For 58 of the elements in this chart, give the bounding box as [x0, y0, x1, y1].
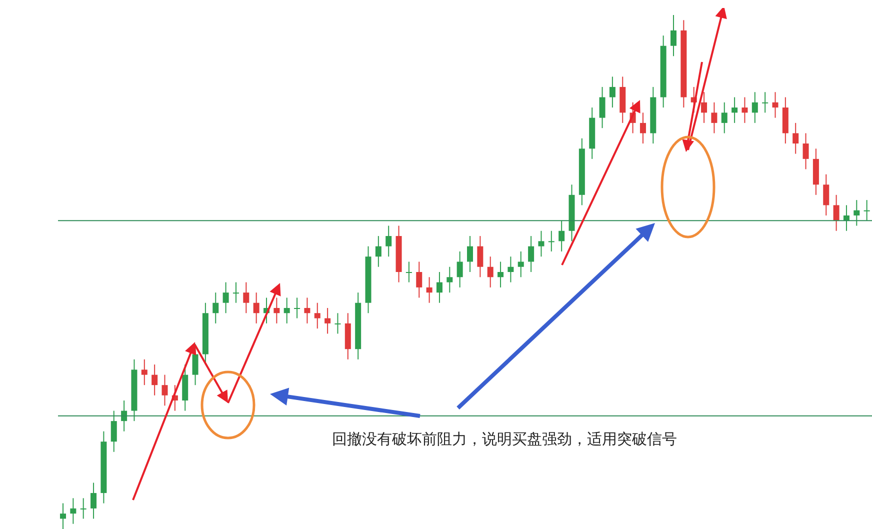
candlestick [294, 297, 300, 319]
candlestick [802, 132, 809, 170]
candlestick [508, 256, 514, 283]
candlestick [274, 297, 280, 324]
candlestick [446, 266, 453, 294]
candlestick [314, 302, 320, 330]
candlestick [752, 92, 758, 124]
candlestick [711, 102, 718, 134]
candlestick [141, 358, 148, 386]
candlestick [232, 282, 239, 304]
candlestick [375, 236, 382, 268]
candlestick [823, 174, 830, 216]
candlestick [222, 282, 229, 314]
candlestick [742, 96, 748, 124]
candlestick [487, 256, 494, 288]
candlestick [334, 312, 341, 334]
candlestick [324, 307, 331, 334]
candlestick [721, 102, 728, 134]
candlestick [701, 92, 708, 124]
candlestick [436, 272, 442, 304]
candlestick [386, 225, 392, 258]
candlestick [833, 194, 840, 232]
candlestick [792, 122, 799, 154]
candlestick [253, 292, 260, 324]
candlestick [406, 261, 412, 283]
candlestick [762, 92, 768, 114]
candlestick [854, 200, 860, 226]
candlestick [456, 250, 463, 288]
candlestick [110, 410, 117, 452]
candlestick [732, 96, 738, 124]
candlestick [284, 297, 290, 324]
candlestick [426, 276, 432, 304]
candlestick [152, 364, 158, 396]
candlestick [243, 282, 250, 314]
candlestick [518, 250, 524, 278]
candlestick [670, 15, 676, 57]
candlestick [416, 261, 422, 298]
candlestick [90, 482, 97, 520]
candlestick [70, 498, 76, 524]
candlestick [498, 261, 504, 288]
candlestick [538, 230, 544, 258]
candlestick [640, 112, 646, 144]
candlestick [467, 236, 473, 272]
candlestick [609, 76, 616, 108]
candlestick [772, 92, 778, 118]
candlestick [864, 200, 870, 222]
candlestick [60, 502, 66, 529]
candlestick [304, 297, 310, 324]
candlestick [528, 236, 534, 272]
annotation: 回撤没有破坏前阻力，说明买盘强劲，适用突破信号 [332, 430, 677, 449]
candlestick [192, 343, 198, 386]
candlestick [162, 374, 168, 406]
candlestick [599, 86, 606, 129]
candlestick [548, 230, 554, 252]
candlestick [212, 292, 219, 324]
candlestick [558, 220, 565, 252]
candlestick [80, 498, 86, 520]
candlestick [477, 236, 484, 278]
